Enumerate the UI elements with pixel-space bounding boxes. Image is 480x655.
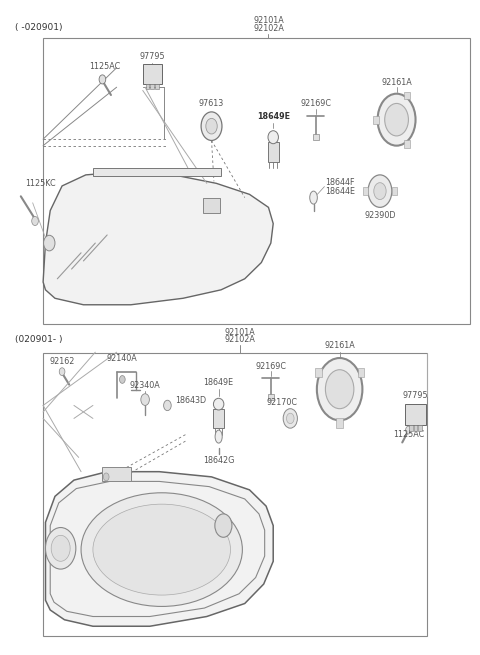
Text: 92101A: 92101A: [253, 16, 284, 26]
Text: 92169C: 92169C: [300, 99, 331, 108]
Bar: [143, 64, 162, 84]
Text: 92161A: 92161A: [381, 77, 412, 86]
Text: 97613: 97613: [199, 99, 224, 108]
Bar: [409, 425, 413, 431]
Circle shape: [317, 358, 362, 421]
Polygon shape: [46, 472, 273, 626]
Text: 1125KC: 1125KC: [25, 179, 56, 188]
Bar: [404, 92, 409, 100]
Circle shape: [46, 527, 76, 569]
Text: 18643D: 18643D: [176, 396, 206, 405]
Bar: [405, 404, 426, 425]
Text: ( -020901): ( -020901): [14, 23, 62, 32]
Circle shape: [51, 535, 70, 561]
Bar: [419, 425, 422, 431]
Text: 92390D: 92390D: [364, 212, 396, 220]
Bar: [203, 198, 220, 213]
Bar: [268, 394, 274, 400]
Bar: [313, 134, 319, 140]
Text: 1125AC: 1125AC: [393, 430, 424, 439]
Bar: [102, 467, 131, 481]
Bar: [373, 116, 379, 124]
Circle shape: [378, 94, 416, 145]
Ellipse shape: [215, 430, 222, 443]
Bar: [363, 187, 368, 195]
Text: 92170C: 92170C: [266, 398, 297, 407]
Text: 92162: 92162: [49, 357, 75, 365]
Bar: [336, 419, 343, 428]
Text: 97795: 97795: [403, 391, 428, 400]
Bar: [404, 140, 409, 148]
Text: 92102A: 92102A: [253, 24, 284, 33]
Bar: [213, 409, 224, 428]
Circle shape: [406, 426, 411, 434]
Ellipse shape: [93, 504, 230, 595]
Circle shape: [283, 409, 298, 428]
Circle shape: [368, 175, 392, 208]
Text: 92102A: 92102A: [225, 335, 255, 345]
Ellipse shape: [268, 131, 278, 143]
Circle shape: [141, 394, 149, 405]
Circle shape: [59, 367, 65, 375]
Circle shape: [325, 369, 354, 409]
Text: 18649E: 18649E: [257, 112, 290, 121]
Text: 18644E: 18644E: [325, 187, 355, 196]
Bar: [358, 367, 364, 377]
Ellipse shape: [214, 398, 224, 410]
Text: 92340A: 92340A: [130, 381, 160, 390]
Polygon shape: [93, 168, 221, 176]
Circle shape: [32, 216, 38, 225]
Circle shape: [206, 119, 217, 134]
Circle shape: [44, 235, 55, 251]
Text: 18649E: 18649E: [204, 378, 234, 387]
Ellipse shape: [310, 191, 317, 204]
Text: 92140A: 92140A: [106, 354, 137, 363]
Bar: [155, 84, 159, 89]
Text: (020901- ): (020901- ): [14, 335, 62, 344]
Text: 92169C: 92169C: [255, 362, 287, 371]
Bar: [315, 367, 322, 377]
Circle shape: [374, 183, 386, 200]
Circle shape: [201, 112, 222, 140]
Bar: [414, 425, 418, 431]
Ellipse shape: [81, 493, 242, 607]
Polygon shape: [43, 172, 273, 305]
Text: 92101A: 92101A: [225, 328, 255, 337]
Bar: [392, 187, 396, 195]
Circle shape: [120, 375, 125, 383]
Bar: [267, 142, 279, 162]
Bar: [150, 84, 154, 89]
Text: 18644F: 18644F: [325, 178, 355, 187]
Circle shape: [164, 400, 171, 411]
Text: 1125AC: 1125AC: [89, 62, 120, 71]
Bar: [145, 84, 149, 89]
Circle shape: [99, 75, 106, 84]
Bar: [43, 354, 427, 636]
Text: 97795: 97795: [139, 52, 165, 60]
Circle shape: [384, 103, 408, 136]
Text: 18642G: 18642G: [203, 456, 234, 465]
Circle shape: [103, 473, 109, 481]
Circle shape: [215, 514, 232, 537]
Text: 92161A: 92161A: [324, 341, 355, 350]
Bar: [43, 39, 470, 324]
Circle shape: [287, 413, 294, 424]
